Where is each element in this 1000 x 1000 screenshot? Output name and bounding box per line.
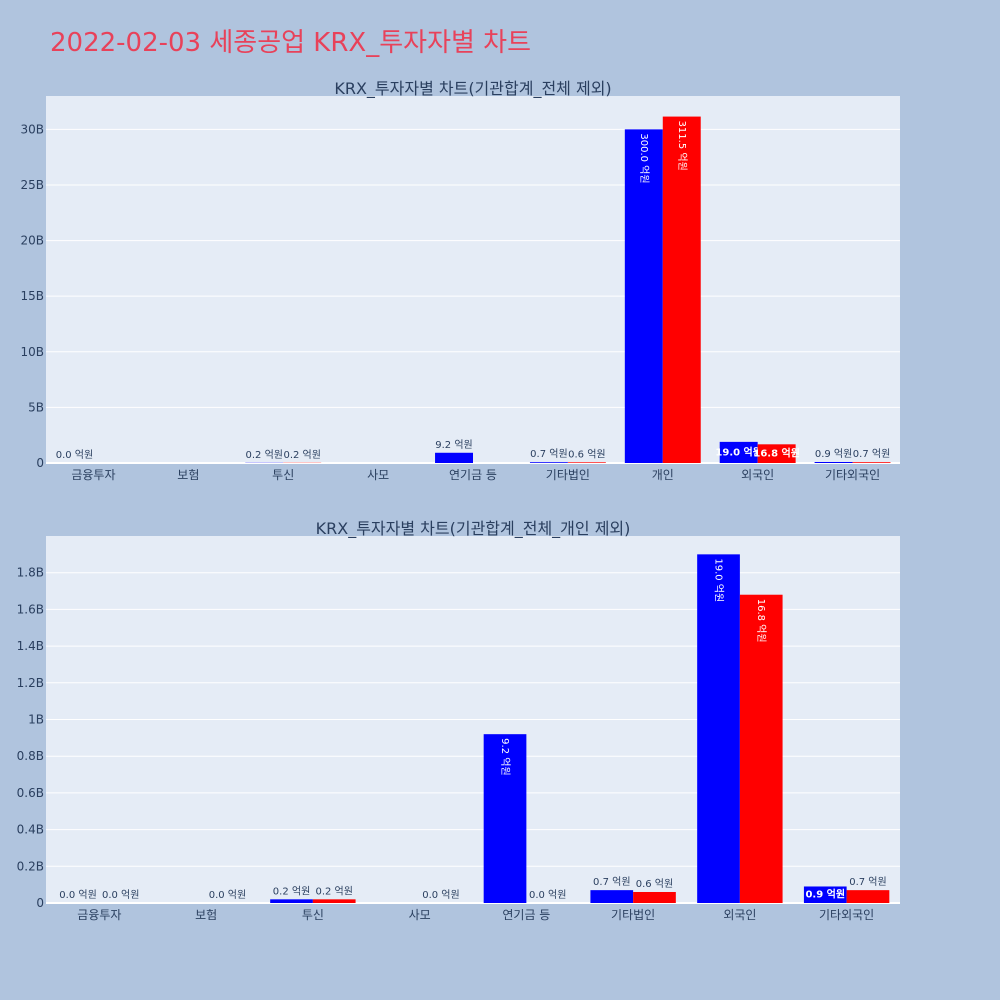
bar xyxy=(435,452,473,463)
data-label: 0.7 억원 xyxy=(530,448,567,460)
data-label: 19.0 억원 xyxy=(715,445,762,458)
y-tick-label: 1.8B xyxy=(17,566,44,580)
data-label: 9.2 억원 xyxy=(499,738,511,775)
data-label: 0.0 억원 xyxy=(529,889,566,901)
bar xyxy=(590,890,634,903)
bar xyxy=(624,129,663,463)
x-tick-label: 기타법인 xyxy=(611,908,655,922)
x-tick-label: 개인 xyxy=(652,468,674,482)
x-tick-label: 연기금 등 xyxy=(449,468,497,482)
bar xyxy=(739,594,783,903)
y-tick-label: 0 xyxy=(36,896,44,910)
data-label: 0.0 억원 xyxy=(102,889,139,901)
data-label: 16.8 억원 xyxy=(753,447,800,460)
data-label: 16.8 억원 xyxy=(755,599,767,643)
bar xyxy=(803,886,847,903)
x-tick-label: 보험 xyxy=(177,468,199,482)
y-tick-label: 1.4B xyxy=(17,639,44,653)
y-tick-label: 1.2B xyxy=(17,676,44,690)
data-label: 0.2 억원 xyxy=(273,885,310,897)
y-tick-label: 20B xyxy=(20,234,44,248)
bar xyxy=(483,734,527,903)
chart-krx-excluding-institutions-individuals: KRX_투자자별 차트(기관합계_전체_개인 제외) 0 0.2B 0.4B 0.6B 0… xyxy=(17,519,900,922)
data-label: 0.9 억원 xyxy=(805,888,845,901)
data-label: 0.2 억원 xyxy=(315,885,352,897)
y-tick-label: 10B xyxy=(20,345,44,359)
bar xyxy=(633,891,676,903)
chart-title: KRX_투자자별 차트(기관합계_전체 제외) xyxy=(334,79,611,99)
data-label: 0.0 억원 xyxy=(209,889,246,901)
page-title: 2022-02-03 세종공업 KRX_투자자별 차트 xyxy=(50,28,532,58)
bar xyxy=(757,444,796,463)
x-tick-label: 기타외국인 xyxy=(819,908,874,922)
chart-krx-excluding-institutions: KRX_투자자별 차트(기관합계_전체 제외) 0 5B 10B 15B 20B 25B 30… xyxy=(20,79,900,482)
data-label: 0.6 억원 xyxy=(636,878,673,890)
bar xyxy=(270,899,313,903)
y-tick-label: 5B xyxy=(28,400,44,414)
y-tick-label: 1B xyxy=(28,713,44,727)
plot-area xyxy=(46,96,900,463)
y-tick-label: 25B xyxy=(20,178,44,192)
y-tick-label: 0.8B xyxy=(17,749,44,763)
bar xyxy=(814,461,853,463)
y-tick-label: 30B xyxy=(20,122,44,136)
data-label: 9.2 억원 xyxy=(435,439,472,451)
data-label: 0.7 억원 xyxy=(593,876,630,888)
x-tick-label: 외국인 xyxy=(741,468,774,482)
data-label: 0.0 억원 xyxy=(422,889,459,901)
y-tick-label: 1.6B xyxy=(17,602,44,616)
x-tick-label: 외국인 xyxy=(723,908,756,922)
y-tick-label: 0.2B xyxy=(17,859,44,873)
x-tick-label: 금융투자 xyxy=(77,908,121,922)
x-tick-label: 연기금 등 xyxy=(502,908,550,922)
x-tick-label: 사모 xyxy=(367,468,389,482)
data-label: 0.0 억원 xyxy=(56,449,93,461)
bar xyxy=(846,890,890,903)
bar xyxy=(662,116,701,463)
data-label: 0.0 억원 xyxy=(59,889,96,901)
data-label: 311.5 억원 xyxy=(676,121,688,171)
bar xyxy=(852,462,891,463)
chart-title: KRX_투자자별 차트(기관합계_전체_개인 제외) xyxy=(316,519,631,539)
x-tick-label: 기타법인 xyxy=(546,468,590,482)
bar xyxy=(567,462,606,463)
x-tick-label: 투신 xyxy=(302,908,324,922)
data-label: 0.2 억원 xyxy=(283,449,320,461)
y-tick-label: 15B xyxy=(20,289,44,303)
data-label: 0.7 억원 xyxy=(849,876,886,888)
data-label: 0.2 억원 xyxy=(246,449,283,461)
data-label: 0.6 억원 xyxy=(568,448,605,460)
x-tick-label: 사모 xyxy=(409,908,431,922)
bar xyxy=(697,554,740,903)
x-tick-label: 투신 xyxy=(272,468,294,482)
data-label: 0.9 억원 xyxy=(815,448,852,460)
y-tick-label: 0.4B xyxy=(17,823,44,837)
data-label: 0.7 억원 xyxy=(853,448,890,460)
data-label: 19.0 억원 xyxy=(713,558,725,602)
bar xyxy=(312,899,356,903)
data-label: 300.0 억원 xyxy=(638,133,650,183)
x-tick-label: 기타외국인 xyxy=(825,468,880,482)
bar xyxy=(529,462,568,463)
y-tick-label: 0 xyxy=(36,456,44,470)
x-tick-label: 보험 xyxy=(195,908,217,922)
x-tick-label: 금융투자 xyxy=(71,468,115,482)
y-tick-label: 0.6B xyxy=(17,786,44,800)
bar xyxy=(719,441,758,463)
